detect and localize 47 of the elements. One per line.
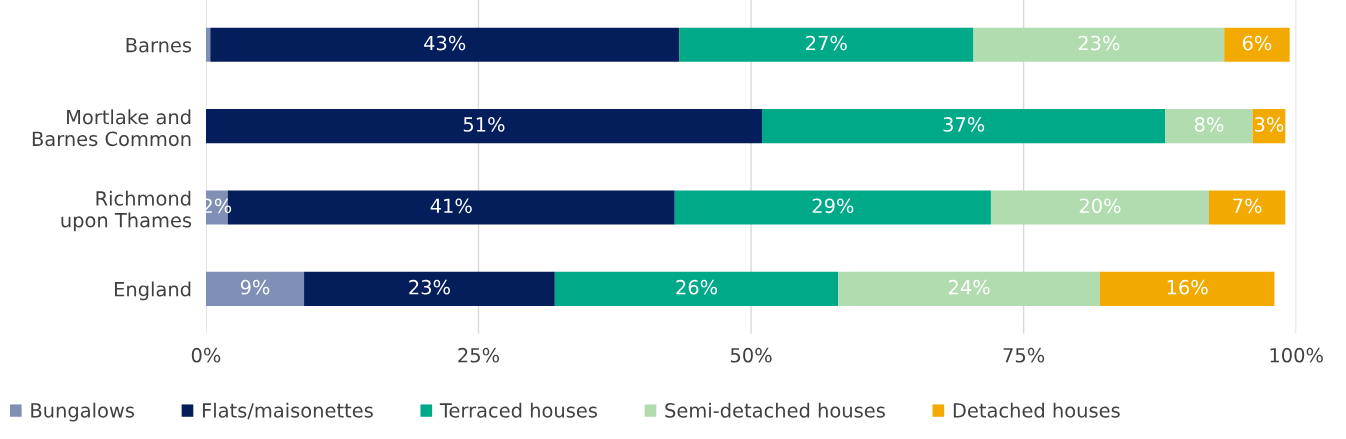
bar xyxy=(1099,271,1275,306)
data-label: 23% xyxy=(409,279,450,295)
bar xyxy=(205,109,762,144)
y-tick-label: Richmond upon Thames xyxy=(61,190,192,232)
legend-label: Semi-detached houses xyxy=(665,402,885,418)
y-tick-label: Mortlake and Barnes Common xyxy=(32,109,191,147)
x-tick-label: 0% xyxy=(191,347,221,363)
bar xyxy=(1165,109,1253,144)
bar xyxy=(679,27,974,62)
data-label: 8% xyxy=(1194,117,1224,132)
legend-label: Flats/maisonettes xyxy=(202,402,373,420)
legend-label: Terraced houses xyxy=(439,402,597,418)
x-tick-label: 75% xyxy=(1003,347,1045,363)
legend-label: Detached houses xyxy=(953,402,1120,418)
data-label: 20% xyxy=(1079,198,1121,214)
data-label: 29% xyxy=(812,198,854,214)
data-label: 24% xyxy=(948,279,990,295)
data-label: 27% xyxy=(806,35,847,51)
data-label: 43% xyxy=(424,35,466,51)
data-label: 16% xyxy=(1167,279,1208,295)
x-tick-label: 100% xyxy=(1270,347,1323,363)
bar xyxy=(554,271,839,306)
legend-label: Bungalows xyxy=(31,402,135,422)
data-label: 7% xyxy=(1233,198,1262,214)
x-tick-label: 50% xyxy=(730,347,772,363)
data-label: 51% xyxy=(463,117,505,132)
bar xyxy=(205,27,211,62)
data-label: 41% xyxy=(430,198,472,214)
data-label: 37% xyxy=(943,117,985,132)
x-tick-label: 25% xyxy=(458,347,500,363)
bar xyxy=(1224,27,1290,62)
y-tick-label: England xyxy=(115,281,191,301)
bar xyxy=(205,271,305,306)
data-label: 9% xyxy=(240,279,270,295)
bar xyxy=(1208,190,1286,225)
bar xyxy=(674,190,991,225)
bar xyxy=(210,27,680,62)
bar xyxy=(304,271,555,306)
bar xyxy=(838,271,1100,306)
data-label: 23% xyxy=(1078,35,1120,51)
data-label: 6% xyxy=(1242,35,1272,51)
bar xyxy=(990,190,1209,225)
y-tick-label: Barnes xyxy=(126,37,192,53)
data-label: 26% xyxy=(676,279,718,295)
bar xyxy=(761,109,1166,144)
bar xyxy=(973,27,1225,62)
data-label: 3% xyxy=(1255,117,1284,132)
